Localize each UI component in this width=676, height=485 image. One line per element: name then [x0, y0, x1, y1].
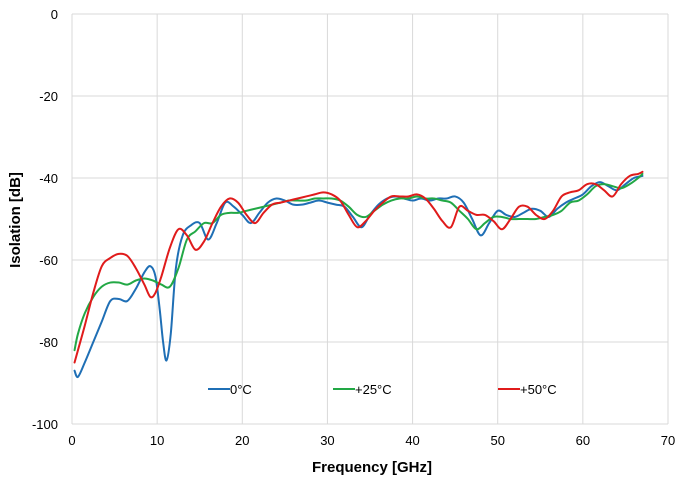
x-tick-label: 30 [320, 433, 334, 448]
y-tick-labels: 0 -20 -40 -60 -80 -100 [32, 7, 58, 432]
x-axis-title: Frequency [GHz] [312, 459, 432, 476]
series-line-1 [73, 172, 644, 352]
x-tick-label: 40 [405, 433, 419, 448]
legend-label-2: +50°C [520, 382, 557, 397]
x-tick-label: 60 [576, 433, 590, 448]
legend-label-1: +25°C [355, 382, 392, 397]
x-tick-label: 0 [68, 433, 75, 448]
x-tick-label: 70 [661, 433, 675, 448]
y-tick-label: -20 [39, 89, 58, 104]
legend-label-0: 0°C [230, 382, 252, 397]
legend: 0°C +25°C +50°C [208, 382, 557, 397]
series-line-0 [73, 174, 644, 379]
y-axis-title: Isolation [dB] [7, 172, 24, 268]
series-lines [73, 170, 644, 379]
y-tick-label: -100 [32, 417, 58, 432]
y-tick-label: -40 [39, 171, 58, 186]
x-tick-label: 20 [235, 433, 249, 448]
x-tick-label: 10 [150, 433, 164, 448]
x-tick-label: 50 [490, 433, 504, 448]
x-tick-labels: 0 10 20 30 40 50 60 70 [68, 433, 675, 448]
y-tick-label: -60 [39, 253, 58, 268]
grid-lines [71, 13, 669, 425]
series-line-2 [73, 170, 644, 364]
y-tick-label: 0 [51, 7, 58, 22]
y-tick-label: -80 [39, 335, 58, 350]
